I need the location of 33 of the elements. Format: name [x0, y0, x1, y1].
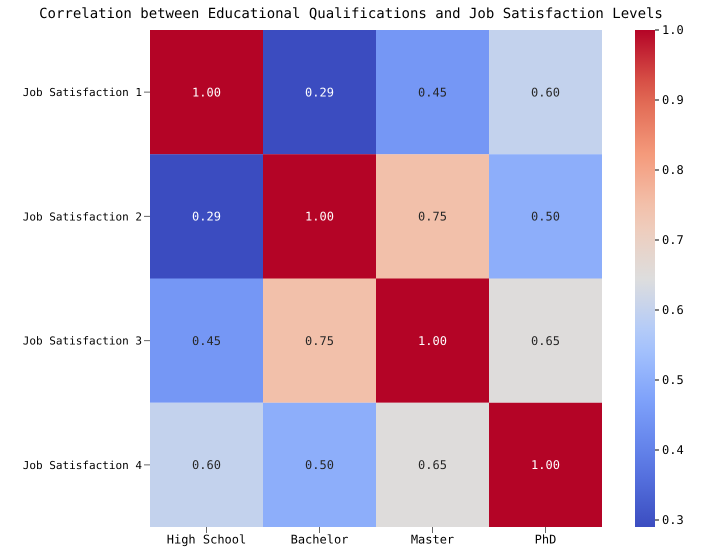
y-tick-label: Job Satisfaction 1 [22, 86, 142, 100]
data-label: 1.00 [418, 334, 447, 348]
x-tick-label: High School [166, 532, 246, 547]
data-label: 0.29 [305, 85, 334, 100]
data-label: 0.29 [192, 210, 221, 224]
y-tick-label: Job Satisfaction 4 [22, 458, 142, 472]
y-tick-label: Job Satisfaction 3 [22, 334, 142, 348]
x-tick-label: PhD [534, 532, 556, 547]
x-tick-label: Master [410, 532, 454, 547]
y-tick-label: Job Satisfaction 2 [22, 210, 142, 224]
color-bar-label: 0.9 [662, 93, 684, 108]
data-label: 1.00 [305, 210, 334, 224]
data-label: 0.75 [305, 334, 334, 348]
data-label: 1.00 [531, 458, 560, 472]
data-label: 0.50 [531, 210, 560, 224]
color-bar-label: 0.6 [662, 303, 684, 318]
data-label: 0.45 [192, 334, 221, 348]
x-tick-label: Bachelor [290, 532, 348, 547]
color-bar-label: 0.8 [662, 163, 684, 178]
color-bar-label: 0.3 [662, 513, 684, 528]
color-bar-label: 0.7 [662, 233, 684, 248]
color-bar-label: 0.5 [662, 373, 684, 388]
color-bar-label: 1.0 [662, 23, 684, 38]
data-label: 0.65 [418, 458, 447, 472]
data-label: 0.45 [418, 85, 447, 100]
data-label: 0.60 [531, 85, 560, 100]
data-label: 0.65 [531, 334, 560, 348]
data-label: 0.60 [192, 458, 221, 472]
data-label: 0.75 [418, 210, 447, 224]
data-label: 0.50 [305, 458, 334, 472]
color-bar-label: 0.4 [662, 443, 684, 458]
data-label: 1.00 [192, 85, 221, 100]
chart-title: Correlation between Educational Qualifications and Job Satisfaction Levels [38, 6, 664, 22]
